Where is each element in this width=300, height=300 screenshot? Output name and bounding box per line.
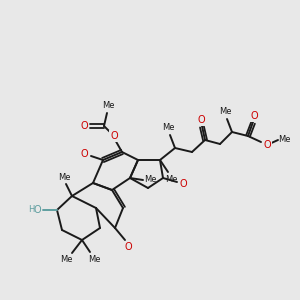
- Text: O: O: [263, 140, 271, 150]
- Text: Me: Me: [102, 101, 114, 110]
- Text: Me: Me: [58, 173, 70, 182]
- Text: Me: Me: [219, 107, 231, 116]
- Text: O: O: [80, 149, 88, 159]
- Text: O: O: [124, 242, 132, 252]
- Text: O: O: [80, 121, 88, 131]
- Text: O: O: [250, 111, 258, 121]
- Text: O: O: [110, 131, 118, 141]
- Text: O: O: [179, 179, 187, 189]
- Text: Me: Me: [88, 254, 100, 263]
- Text: O: O: [33, 205, 41, 215]
- Text: H: H: [28, 205, 34, 214]
- Text: Me: Me: [162, 124, 174, 133]
- Text: Me: Me: [165, 175, 177, 184]
- Text: Me: Me: [144, 176, 156, 184]
- Text: O: O: [197, 115, 205, 125]
- Text: Me: Me: [278, 134, 290, 143]
- Text: Me: Me: [60, 254, 72, 263]
